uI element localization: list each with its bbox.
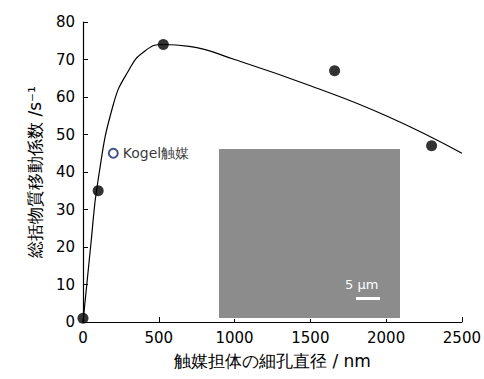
svg-text:2500: 2500 (443, 329, 481, 347)
svg-text:2000: 2000 (367, 329, 405, 347)
svg-text:50: 50 (56, 126, 75, 144)
svg-text:Kogel触媒: Kogel触媒 (123, 145, 189, 161)
svg-text:500: 500 (144, 329, 173, 347)
svg-text:70: 70 (56, 51, 75, 69)
svg-text:40: 40 (56, 163, 75, 181)
svg-text:10: 10 (56, 276, 75, 294)
svg-text:総括物質移動係数 /s⁻¹: 総括物質移動係数 /s⁻¹ (25, 86, 45, 259)
svg-text:0: 0 (78, 329, 88, 347)
svg-text:30: 30 (56, 201, 75, 219)
svg-text:1500: 1500 (291, 329, 329, 347)
svg-text:80: 80 (56, 13, 75, 31)
svg-text:1000: 1000 (215, 329, 253, 347)
svg-text:触媒担体の細孔直径 / nm: 触媒担体の細孔直径 / nm (174, 351, 371, 371)
svg-text:0: 0 (65, 313, 75, 331)
svg-text:60: 60 (56, 88, 75, 106)
svg-text:5 μm: 5 μm (345, 277, 378, 292)
svg-text:20: 20 (56, 238, 75, 256)
